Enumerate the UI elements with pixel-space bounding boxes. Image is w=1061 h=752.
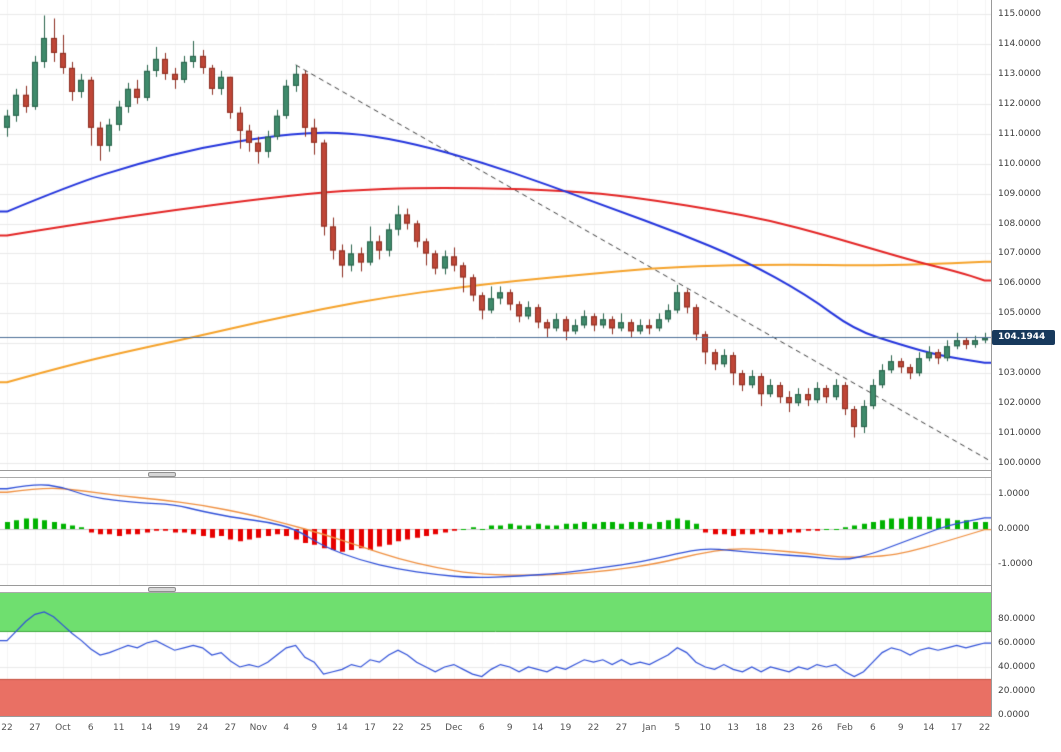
time-axis-label: Dec <box>445 723 463 733</box>
price-axis-label: 115.0000 <box>998 9 1041 19</box>
panel-resize-handle[interactable] <box>148 587 176 592</box>
time-axis-label: 17 <box>950 723 963 733</box>
price-axis-label: 100.0000 <box>998 457 1041 468</box>
time-axis-label: 9 <box>897 723 904 733</box>
macd-axis-label: -1.0000 <box>998 559 1033 569</box>
stoch-axis-label: 80.0000 <box>998 614 1036 625</box>
time-axis-label: 27 <box>615 723 628 733</box>
macd-panel-canvas[interactable] <box>0 478 991 585</box>
time-axis-label: 19 <box>559 723 572 733</box>
time-axis-label: 9 <box>506 723 513 733</box>
price-axis-label: 107.0000 <box>998 248 1041 259</box>
time-axis-label: Nov <box>249 723 268 733</box>
time-axis-label: 24 <box>196 723 209 733</box>
time-axis-label: Oct <box>55 723 71 733</box>
time-axis-label: 5 <box>674 723 681 733</box>
macd-axis[interactable]: 1.0000 0.0000 -1.0000 <box>992 478 1061 585</box>
axis-separator <box>991 0 992 717</box>
price-axis-label: 112.0000 <box>998 98 1041 109</box>
macd-axis-label: 0.0000 <box>998 524 1030 534</box>
time-axis-label: 23 <box>783 723 795 733</box>
time-axis-label: 6 <box>87 723 94 733</box>
price-panel-canvas[interactable] <box>0 0 991 470</box>
time-axis-label: 17 <box>364 723 376 733</box>
price-axis-label: 114.0000 <box>998 38 1041 49</box>
macd-axis-label: 1.0000 <box>998 489 1030 499</box>
time-axis-label: 9 <box>311 723 318 733</box>
stoch-axis-label: 60.0000 <box>998 638 1036 649</box>
panel-resize-handle[interactable] <box>148 472 176 477</box>
price-axis-label: 111.0000 <box>998 128 1041 139</box>
last-price-badge: 104.1944 <box>992 330 1055 345</box>
panel-divider <box>0 470 992 478</box>
time-axis[interactable]: 22 27 Oct 6 11 14 19 24 27 Nov 4 9 14 17 22 25 Dec 6 9 14 19… <box>0 717 1061 752</box>
price-axis-label: 108.0000 <box>998 218 1041 229</box>
panel-divider <box>0 585 992 593</box>
time-axis-label: 10 <box>699 723 711 733</box>
time-axis-label: 11 <box>112 723 125 733</box>
time-axis-label: 18 <box>755 723 767 733</box>
time-axis-label: 22 <box>978 723 991 733</box>
time-axis-label: 27 <box>29 723 41 733</box>
time-axis-label: 14 <box>531 723 544 733</box>
time-axis-label: 6 <box>869 723 876 733</box>
price-axis-label: 110.0000 <box>998 158 1041 169</box>
time-axis-label: 4 <box>283 723 290 733</box>
time-axis-label: Feb <box>836 723 853 733</box>
price-axis-label: 102.0000 <box>998 398 1041 409</box>
stoch-axis[interactable]: 80.0000 60.0000 40.0000 20.0000 0.0000 <box>992 593 1061 720</box>
time-axis-label: 6 <box>478 723 485 733</box>
price-axis-label: 109.0000 <box>998 188 1041 199</box>
time-axis-label: 13 <box>727 723 739 733</box>
time-axis-label: 22 <box>587 723 600 733</box>
stoch-panel-canvas[interactable] <box>0 593 991 716</box>
time-axis-label: 27 <box>224 723 237 733</box>
price-axis-label: 101.0000 <box>998 428 1041 439</box>
price-axis-label: 106.0000 <box>998 278 1041 289</box>
time-axis-label: 14 <box>336 723 348 733</box>
stoch-axis-label: 40.0000 <box>998 661 1036 672</box>
time-axis-label: Jan <box>642 723 657 733</box>
stoch-axis-label: 20.0000 <box>998 685 1036 696</box>
time-axis-label: 22 <box>1 723 13 733</box>
price-axis-label: 103.0000 <box>998 368 1041 379</box>
time-axis-label: 14 <box>922 723 935 733</box>
time-axis-label: 19 <box>168 723 181 733</box>
price-axis-label: 105.0000 <box>998 308 1041 319</box>
time-axis-label: 25 <box>420 723 432 733</box>
panel-border <box>0 716 992 717</box>
time-axis-label: 22 <box>392 723 404 733</box>
stoch-axis-label: 0.0000 <box>998 709 1030 720</box>
time-axis-label: 26 <box>811 723 823 733</box>
price-axis-label: 113.0000 <box>998 68 1041 79</box>
price-axis[interactable]: 115.0000 114.0000 113.0000 112.0000 111.0000… <box>992 0 1061 470</box>
time-axis-label: 14 <box>140 723 153 733</box>
